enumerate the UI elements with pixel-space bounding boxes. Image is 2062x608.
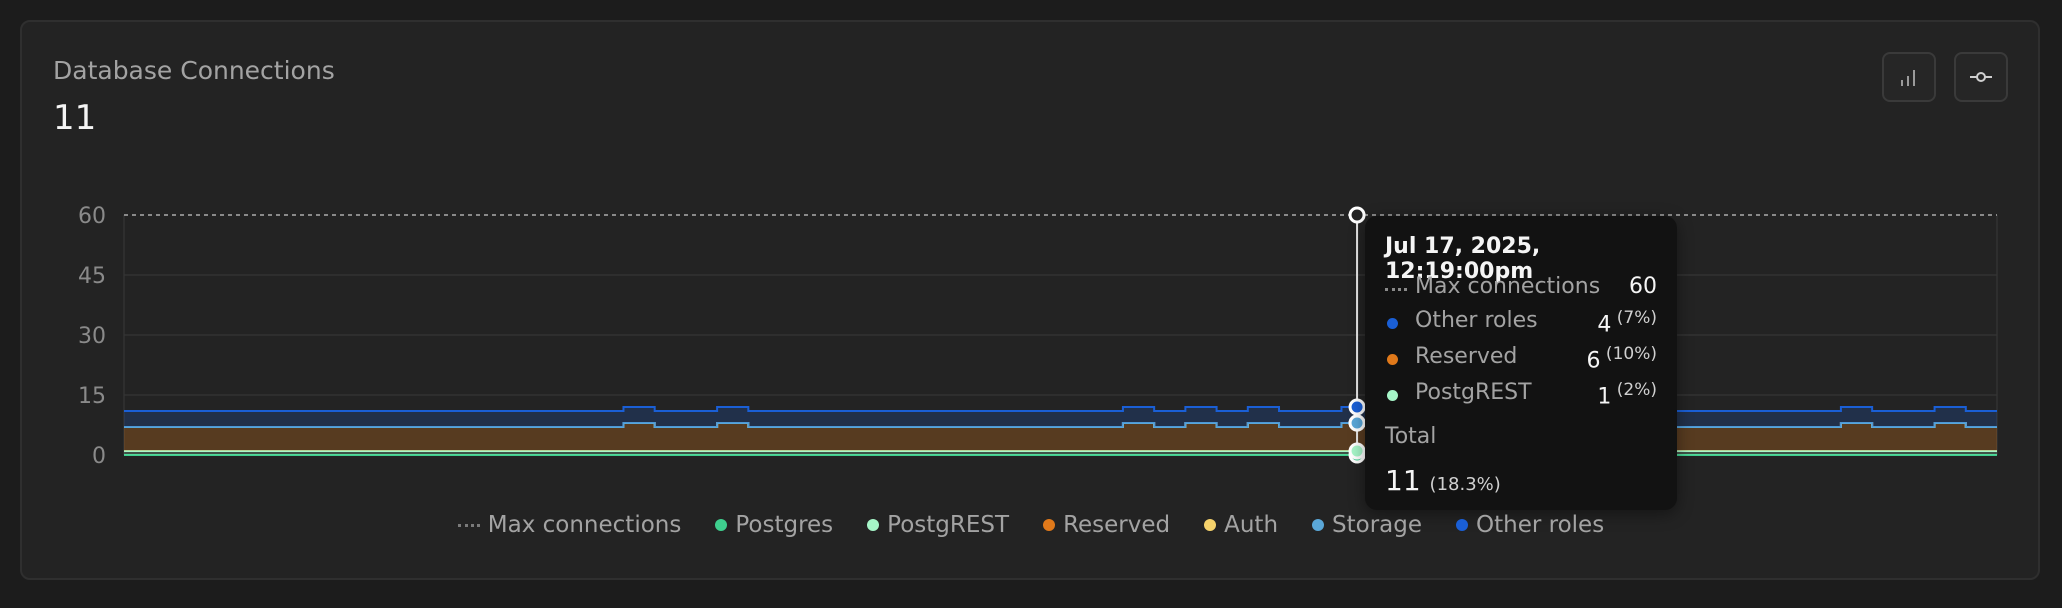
tooltip-row-pct: (7%) <box>1611 308 1657 328</box>
bar-chart-button[interactable] <box>1882 52 1936 102</box>
hover-point-storage <box>1348 414 1366 432</box>
tooltip-row-pct: (2%) <box>1611 380 1657 400</box>
legend-label: PostgREST <box>887 512 1010 538</box>
y-tick-label: 60 <box>78 204 106 229</box>
legend-label: Auth <box>1224 512 1279 538</box>
hover-point-other-roles <box>1348 398 1366 416</box>
tooltip-row-pct: (10%) <box>1600 344 1657 364</box>
tooltip-row: Reserved 6 (10%) <box>1385 344 1657 374</box>
legend-marker <box>1312 519 1325 531</box>
tooltip-row: Other roles 4 (7%) <box>1385 308 1657 338</box>
tooltip-row-value: 1 (2%) <box>1597 380 1657 410</box>
color-dot-marker <box>1387 354 1398 365</box>
line-chart-button[interactable] <box>1954 52 2008 102</box>
tooltip-row-name: Max connections <box>1415 274 1601 299</box>
tooltip-total: 11 (18.3%) <box>1385 464 1501 497</box>
chart-legend: Max connections Postgres PostgREST Reserved… <box>0 510 2062 540</box>
hover-point-max-connections <box>1348 206 1366 224</box>
tooltip-date: Jul 17, 2025, 12:19:00pm <box>1385 234 1541 284</box>
legend-item-other-roles[interactable]: Other roles <box>1456 510 1604 540</box>
tooltip-row-name: Other roles <box>1415 308 1538 333</box>
legend-label: Storage <box>1332 512 1423 538</box>
color-dot-marker <box>1387 390 1398 401</box>
chart-title: Database Connections <box>53 56 335 85</box>
legend-label: Other roles <box>1476 512 1605 538</box>
color-dot-marker <box>1387 318 1398 329</box>
tooltip-row-value: 60 <box>1629 274 1657 299</box>
legend-item-reserved[interactable]: Reserved <box>1043 510 1170 540</box>
legend-marker <box>715 519 728 531</box>
database-connections-card <box>20 20 2040 580</box>
legend-item-postgrest[interactable]: PostgREST <box>867 510 1009 540</box>
y-tick-label: 30 <box>78 324 106 349</box>
series-line-storage <box>124 422 1997 428</box>
y-tick-label: 15 <box>78 384 106 409</box>
legend-label: Reserved <box>1063 512 1171 538</box>
current-connections-value: 11 <box>53 98 97 138</box>
legend-marker <box>1456 519 1469 531</box>
tooltip-total-pct: (18.3%) <box>1429 474 1501 495</box>
legend-label: Max connections <box>487 512 682 538</box>
legend-marker <box>457 523 480 527</box>
bar-chart-icon <box>1901 70 1915 86</box>
hover-point-postgrest <box>1348 442 1366 460</box>
legend-item-auth[interactable]: Auth <box>1204 510 1278 540</box>
tooltip-row: Max connections 60 <box>1385 274 1657 304</box>
chart-tooltip: Jul 17, 2025, 12:19:00pm Max connections… <box>1365 216 1677 510</box>
legend-item-storage[interactable]: Storage <box>1312 510 1422 540</box>
y-tick-label: 45 <box>78 264 106 289</box>
legend-label: Postgres <box>735 512 834 538</box>
legend-item-max-connections[interactable]: Max connections <box>457 510 682 540</box>
dashed-line-marker <box>1385 288 1407 291</box>
y-tick-label: 0 <box>92 444 106 469</box>
tooltip-row-value: 6 (10%) <box>1586 344 1657 374</box>
legend-item-postgres[interactable]: Postgres <box>715 510 833 540</box>
tooltip-total-value: 11 <box>1385 464 1421 497</box>
legend-marker <box>1043 519 1056 531</box>
legend-marker <box>867 519 880 531</box>
line-chart-icon <box>1970 72 1992 82</box>
tooltip-row-value: 4 (7%) <box>1597 308 1657 338</box>
series-line-other-roles <box>124 406 1997 412</box>
tooltip-row-name: PostgREST <box>1415 380 1532 405</box>
tooltip-row: PostgREST 1 (2%) <box>1385 380 1657 410</box>
tooltip-row-name: Reserved <box>1415 344 1518 369</box>
legend-marker <box>1204 519 1217 531</box>
tooltip-total-label: Total <box>1385 424 1437 449</box>
